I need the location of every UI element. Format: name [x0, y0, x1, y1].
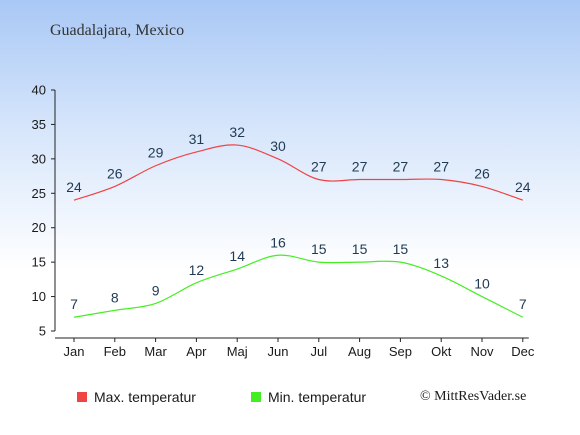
min-temp-data-label: 14 [229, 248, 245, 264]
legend-max-label: Max. temperatur [94, 389, 196, 405]
y-tick-label: 35 [32, 117, 46, 132]
max-temp-data-label: 27 [352, 159, 368, 175]
x-tick-label: Feb [104, 344, 126, 359]
y-tick-label: 25 [32, 186, 46, 201]
min-temp-data-label: 16 [270, 234, 286, 250]
max-temp-data-label: 32 [229, 124, 245, 140]
max-temp-data-label: 27 [311, 159, 327, 175]
min-temp-line [73, 254, 524, 318]
min-temp-data-label: 15 [311, 241, 327, 257]
legend-max: Max. temperatur [77, 389, 196, 405]
credit-text: © MittResVader.se [420, 389, 527, 404]
legend-min-swatch [251, 392, 261, 402]
max-temp-data-label: 29 [148, 145, 164, 161]
y-tick-label: 10 [32, 289, 46, 304]
x-tick-label: Apr [186, 344, 207, 359]
legend-max-swatch [77, 392, 87, 402]
max-temp-data-label: 27 [393, 159, 409, 175]
x-tick-label: Aug [348, 344, 371, 359]
x-tick-label: Mar [144, 344, 167, 359]
min-temp-data-label: 9 [152, 282, 160, 298]
x-tick-label: Nov [470, 344, 494, 359]
max-temp-data-label: 26 [107, 165, 123, 181]
min-temp-data-label: 15 [352, 241, 368, 257]
max-temp-data-label: 27 [433, 159, 449, 175]
min-temp-data-label: 10 [474, 276, 490, 292]
min-temp-data-label: 7 [70, 296, 78, 312]
x-tick-label: Sep [389, 344, 412, 359]
x-tick-label: Jun [268, 344, 289, 359]
legend-min: Min. temperatur [251, 389, 366, 405]
min-temp-data-label: 15 [393, 241, 409, 257]
x-tick-label: Okt [431, 344, 452, 359]
max-temp-line [73, 144, 523, 201]
y-tick-label: 15 [32, 255, 46, 270]
max-temp-data-label: 31 [189, 131, 205, 147]
min-temp-data-label: 7 [519, 296, 527, 312]
min-temp-data-label: 12 [189, 262, 205, 278]
max-temp-data-label: 26 [474, 165, 490, 181]
x-tick-label: Jan [64, 344, 85, 359]
y-tick-label: 30 [32, 151, 46, 166]
y-tick-label: 5 [39, 324, 46, 339]
y-tick-label: 20 [32, 220, 46, 235]
max-temp-data-label: 30 [270, 138, 286, 154]
min-temp-data-label: 8 [111, 289, 119, 305]
min-temp-data-label: 13 [433, 255, 449, 271]
max-temp-data-label: 24 [66, 179, 82, 195]
y-tick-label: 40 [32, 83, 46, 98]
x-tick-label: Maj [227, 344, 248, 359]
max-temp-data-label: 24 [515, 179, 531, 195]
x-tick-label: Jul [310, 344, 327, 359]
x-tick-label: Dec [511, 344, 535, 359]
location-title: Guadalajara, Mexico [50, 22, 185, 39]
legend-min-label: Min. temperatur [268, 389, 367, 405]
